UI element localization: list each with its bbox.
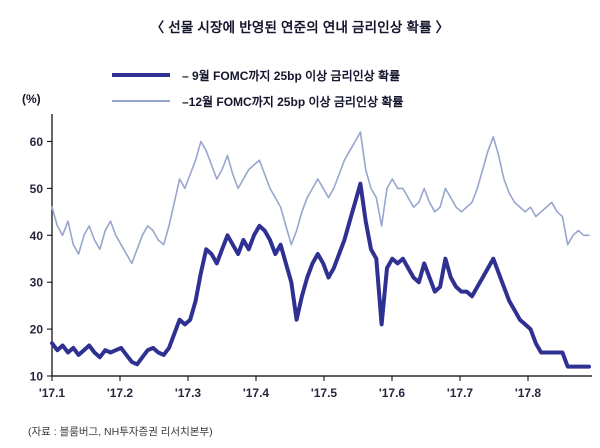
source-note: (자료 : 블룸버그, NH투자증권 리서치본부) [28, 426, 213, 438]
chart-title: 〈 선물 시장에 반영된 연준의 연내 금리인상 확률 〉 [150, 20, 450, 35]
legend-item-september: – 9월 FOMC까지 25bp 이상 금리인상 확률 [112, 62, 403, 88]
svg-text:'17.1: '17.1 [39, 386, 66, 400]
svg-text:'17.7: '17.7 [447, 386, 474, 400]
svg-text:'17.8: '17.8 [515, 386, 542, 400]
y-axis-unit-label: (%) [22, 92, 41, 106]
svg-text:'17.6: '17.6 [379, 386, 406, 400]
svg-text:60: 60 [30, 135, 44, 149]
legend-label-september: – 9월 FOMC까지 25bp 이상 금리인상 확률 [182, 68, 401, 83]
svg-text:30: 30 [30, 276, 44, 290]
svg-text:'17.4: '17.4 [243, 386, 270, 400]
svg-text:50: 50 [30, 182, 44, 196]
chart-legend: – 9월 FOMC까지 25bp 이상 금리인상 확률 –12월 FOMC까지 … [112, 62, 403, 114]
line-chart-svg: 10 20 30 40 50 60 '17.1 '17.2 '17.3 '17.4 '17.5 '17… [30, 114, 592, 400]
svg-text:'17.2: '17.2 [107, 386, 134, 400]
rate-hike-chart: 10 20 30 40 50 60 '17.1 '17.2 '17.3 '17.4 '17.5 '17… [0, 108, 600, 420]
svg-text:'17.5: '17.5 [311, 386, 338, 400]
svg-text:20: 20 [30, 323, 44, 337]
svg-text:'17.3: '17.3 [175, 386, 202, 400]
svg-text:40: 40 [30, 229, 44, 243]
legend-item-december: –12월 FOMC까지 25bp 이상 금리인상 확률 [112, 88, 403, 114]
svg-text:10: 10 [30, 370, 44, 384]
legend-label-december: –12월 FOMC까지 25bp 이상 금리인상 확률 [182, 94, 404, 109]
december-line-swatch [112, 100, 170, 102]
september-line-swatch [112, 73, 170, 77]
